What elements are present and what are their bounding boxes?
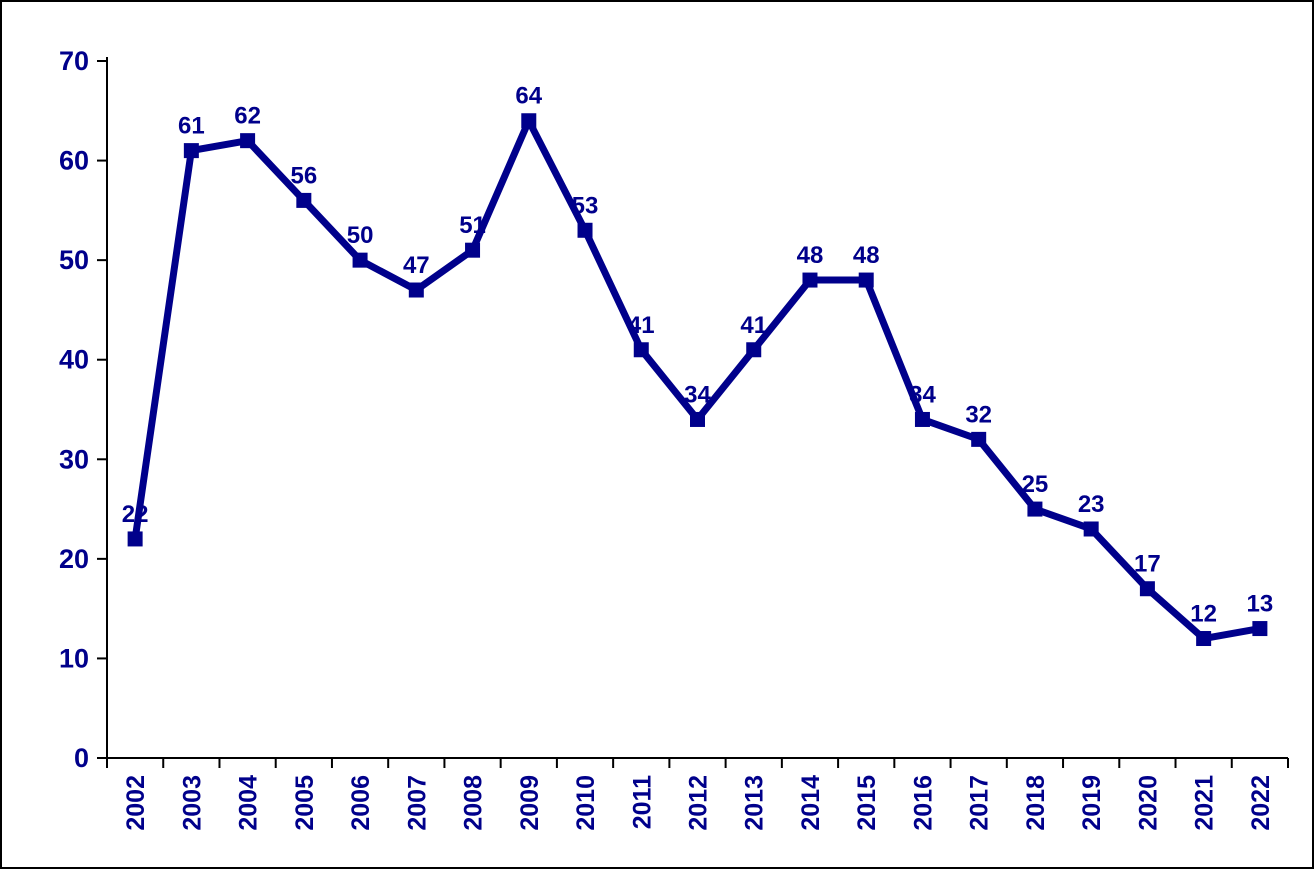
- data-label: 34: [684, 381, 711, 408]
- x-axis-tick-label: 2015: [853, 775, 881, 831]
- x-axis-tick-label: 2019: [1078, 775, 1106, 831]
- data-label: 22: [122, 501, 149, 528]
- y-axis-tick-label: 40: [59, 345, 89, 375]
- data-label: 13: [1247, 591, 1274, 618]
- data-label: 47: [403, 252, 430, 279]
- data-label: 48: [853, 242, 880, 269]
- x-axis-tick-label: 2006: [347, 775, 375, 831]
- data-point-marker: [690, 411, 705, 427]
- y-axis-tick-label: 0: [74, 743, 89, 773]
- data-point-marker: [858, 272, 874, 288]
- x-axis-tick-label: 2018: [1022, 775, 1050, 831]
- y-axis-tick-label: 60: [59, 146, 89, 176]
- data-label: 41: [628, 312, 655, 339]
- x-axis-tick-label: 2020: [1134, 775, 1162, 831]
- data-label: 34: [909, 381, 936, 408]
- data-label: 51: [459, 212, 486, 239]
- data-point-marker: [465, 242, 481, 258]
- data-point-marker: [296, 192, 312, 208]
- y-axis-tick-label: 20: [59, 544, 89, 574]
- x-axis-tick-label: 2007: [403, 775, 431, 831]
- x-axis-tick-label: 2003: [178, 775, 206, 831]
- data-label: 23: [1078, 491, 1105, 518]
- y-axis-tick-label: 30: [59, 444, 89, 474]
- data-label: 64: [515, 83, 542, 110]
- data-label: 53: [572, 192, 599, 219]
- y-axis-tick-label: 10: [59, 643, 89, 673]
- data-point-marker: [633, 342, 649, 358]
- y-axis-tick-label: 50: [59, 245, 89, 275]
- x-axis-tick-label: 2002: [122, 775, 150, 831]
- data-label: 50: [347, 222, 374, 249]
- data-point-marker: [352, 252, 368, 268]
- y-axis-tick-label: 70: [59, 46, 89, 76]
- x-axis-tick-label: 2014: [797, 775, 825, 831]
- data-label: 62: [234, 103, 261, 130]
- data-point-marker: [183, 143, 199, 159]
- x-axis-tick-label: 2010: [572, 775, 600, 831]
- data-label: 25: [1022, 471, 1049, 498]
- data-point-marker: [127, 531, 143, 547]
- x-axis-tick-label: 2016: [909, 775, 937, 831]
- data-point-marker: [408, 282, 424, 298]
- data-point-marker: [1027, 501, 1043, 517]
- data-label: 12: [1190, 601, 1217, 628]
- data-label: 61: [178, 113, 205, 140]
- data-label: 48: [797, 242, 824, 269]
- x-axis-tick-label: 2021: [1191, 775, 1219, 831]
- data-label: 32: [965, 401, 992, 428]
- data-label: 17: [1134, 551, 1161, 578]
- x-axis-tick-label: 2004: [235, 775, 263, 831]
- x-axis-tick-label: 2017: [966, 775, 994, 831]
- data-point-marker: [802, 272, 818, 288]
- data-point-marker: [1139, 581, 1155, 597]
- x-axis-tick-label: 2008: [460, 775, 488, 831]
- x-axis-tick-label: 2022: [1247, 775, 1275, 831]
- x-axis-tick-label: 2013: [741, 775, 769, 831]
- data-label: 56: [290, 162, 317, 189]
- data-point-marker: [746, 342, 762, 358]
- data-point-marker: [521, 113, 537, 129]
- x-axis-tick-label: 2005: [291, 775, 319, 831]
- x-axis-tick-label: 2009: [516, 775, 544, 831]
- data-point-marker: [240, 133, 256, 149]
- data-point-marker: [1252, 621, 1268, 637]
- x-axis-tick-label: 2012: [685, 775, 713, 831]
- x-axis-tick-label: 2011: [628, 775, 656, 829]
- data-point-marker: [914, 411, 930, 427]
- data-point-marker: [1196, 631, 1212, 647]
- data-point-marker: [577, 222, 593, 238]
- data-point-marker: [971, 431, 987, 447]
- data-point-marker: [1083, 521, 1099, 537]
- data-label: 41: [740, 312, 767, 339]
